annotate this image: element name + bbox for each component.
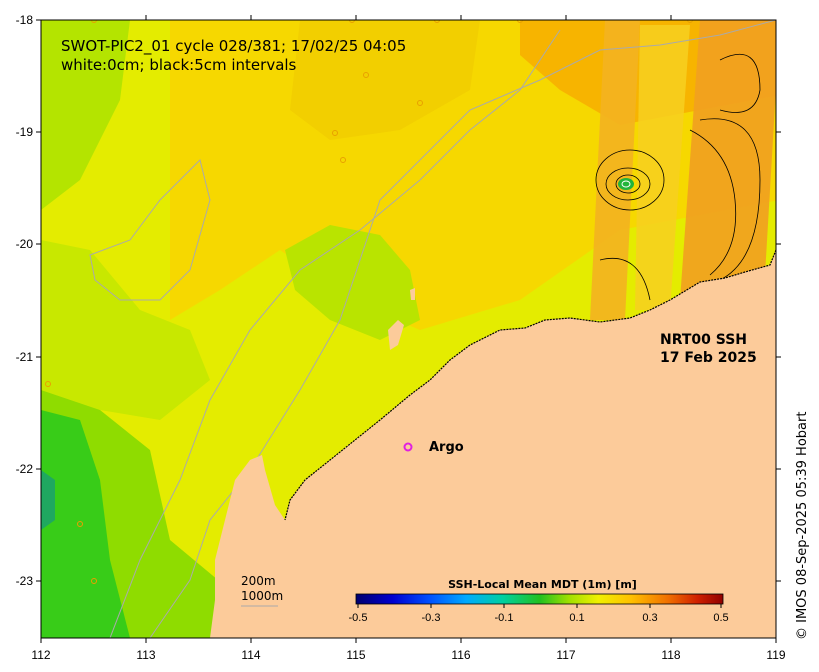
product-label-line1: NRT00 SSH [660,332,748,348]
colorbar-tick: 0.3 [642,612,657,624]
x-axis [40,15,777,643]
y-tick-m19: -19 [16,125,34,139]
argo-label: Argo [429,440,464,455]
y-tick-m18: -18 [16,13,34,27]
x-tick-113: 113 [136,648,155,662]
x-tick-115: 115 [346,648,365,662]
colorbar-title: SSH-Local Mean MDT (1m) [m] [448,578,637,591]
x-tick-117: 117 [556,648,575,662]
depth-label-1000m: 1000m [241,589,284,603]
colorbar-tick: 0.1 [569,612,584,624]
product-label: NRT00 SSH 17 Feb 2025 [660,331,757,367]
x-tick-119: 119 [766,648,785,662]
y-tick-m23: -23 [16,574,34,588]
land-mass [210,250,776,638]
argo-float-marker [403,442,413,452]
x-tick-114: 114 [241,648,260,662]
map-frame [40,19,777,639]
map-title-line1: SWOT-PIC2_01 cycle 028/381; 17/02/25 04:… [61,37,407,55]
map-title: SWOT-PIC2_01 cycle 028/381; 17/02/25 04:… [61,37,406,75]
swot-swath-left [590,20,640,320]
colorbar-tick: -0.5 [349,612,368,624]
colorbar-tick: -0.1 [495,612,514,624]
y-axis [36,19,781,582]
x-tick-118: 118 [661,648,680,662]
depth-label-200m: 200m [241,574,276,588]
swot-swath-right [680,20,776,300]
y-tick-m20: -20 [16,237,34,251]
colorbar-tick: -0.3 [422,612,441,624]
y-tick-m22: -22 [16,462,34,476]
colorbar-tick: 0.5 [713,612,728,624]
x-tick-116: 116 [451,648,470,662]
y-tick-m21: -21 [16,350,34,364]
map-title-line2: white:0cm; black:5cm intervals [61,56,297,74]
product-label-line2: 17 Feb 2025 [660,350,757,366]
copyright-label: © IMOS 08-Sep-2025 05:39 Hobart [795,411,810,640]
depth-legend: 200m 1000m [241,574,283,604]
x-tick-112: 112 [31,648,50,662]
map-field [41,20,776,638]
colorbar [355,593,724,605]
